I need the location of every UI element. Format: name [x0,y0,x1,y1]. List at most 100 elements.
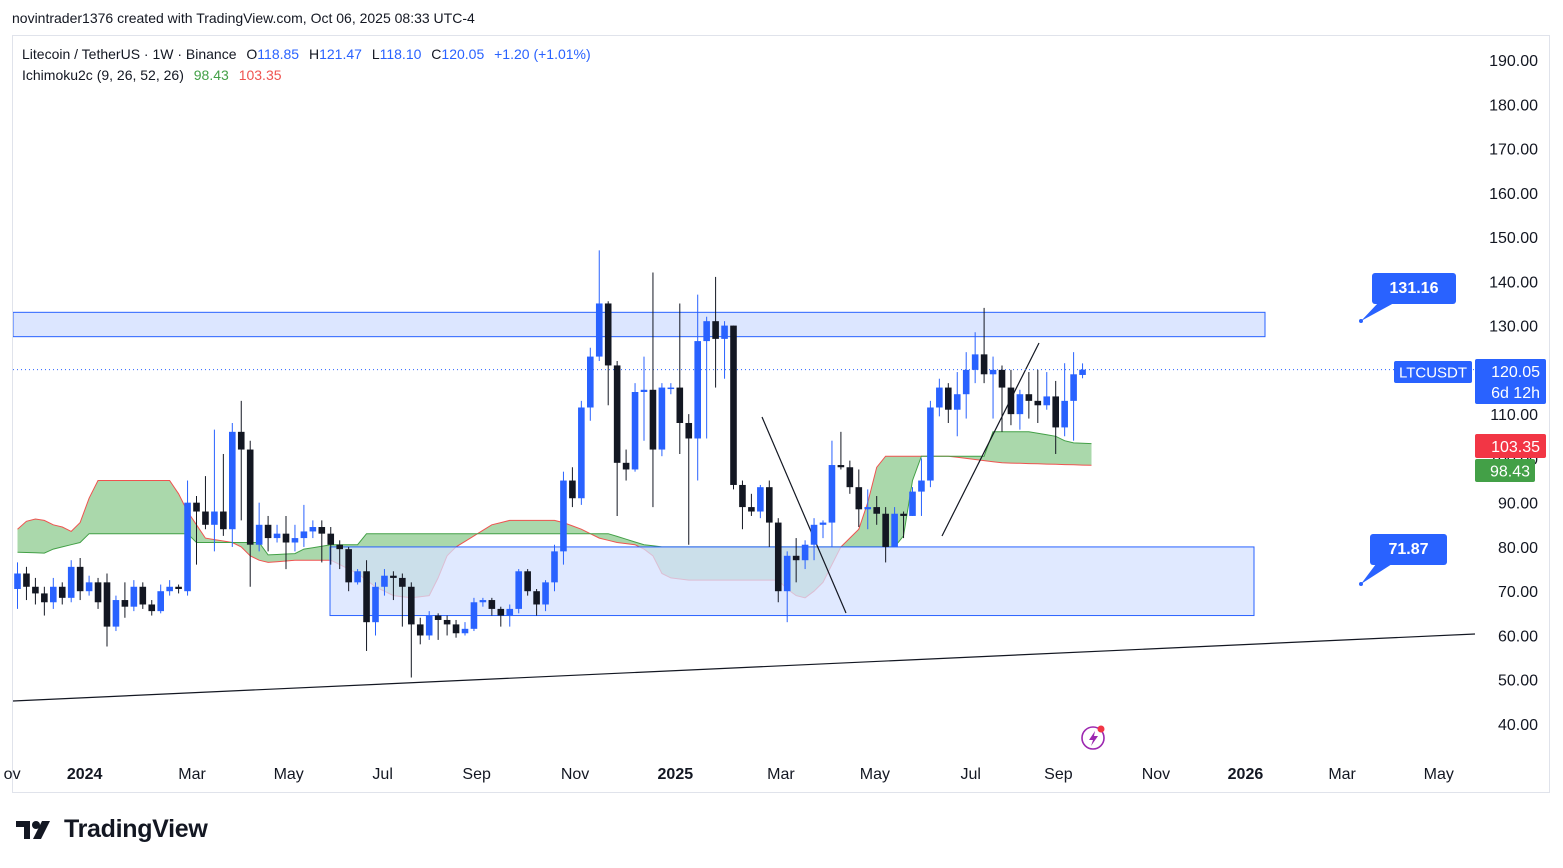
candle-body[interactable] [676,387,684,423]
candle-body[interactable] [909,491,916,516]
candle-body[interactable] [748,507,755,512]
candle-body[interactable] [783,555,791,592]
candle-body[interactable] [801,544,809,561]
candle-body[interactable] [810,524,818,545]
candle-body[interactable] [828,465,836,523]
candle-body[interactable] [345,549,352,583]
candle-body[interactable] [524,571,531,592]
candle-body[interactable] [604,303,612,366]
candle-body[interactable] [613,365,621,463]
indicator-legend[interactable]: Ichimoku2c (9, 26, 52, 26) 98.43 103.35 [22,67,282,83]
candle-body[interactable] [363,571,370,623]
candle-body[interactable] [1070,374,1077,401]
candle-body[interactable] [953,394,961,410]
candle-body[interactable] [148,604,156,612]
candle-body[interactable] [103,582,111,627]
candle-body[interactable] [685,422,693,439]
candle-body[interactable] [94,582,102,603]
candle-body[interactable] [1025,394,1033,401]
candle-body[interactable] [936,387,943,408]
candle-body[interactable] [560,480,567,552]
brand-footer[interactable]: TradingView [16,815,208,844]
candle-body[interactable] [309,527,317,532]
candle-body[interactable] [515,571,522,609]
candle-body[interactable] [67,566,75,598]
candle-body[interactable] [408,586,415,625]
candle-body[interactable] [774,522,782,592]
candle-body[interactable] [971,354,979,370]
candle-body[interactable] [327,533,335,545]
candle-body[interactable] [578,407,585,499]
candle-body[interactable] [1016,394,1024,415]
candle-body[interactable] [85,582,93,592]
candle-body[interactable] [443,619,451,625]
candle-body[interactable] [76,566,84,592]
candle-body[interactable] [1034,400,1042,406]
candle-body[interactable] [542,582,549,605]
candle-body[interactable] [255,524,263,545]
candle-body[interactable] [202,511,209,525]
candle-body[interactable] [667,387,675,390]
candle-body[interactable] [900,513,907,516]
candle-body[interactable] [381,575,388,587]
candle-body[interactable] [175,586,182,589]
candle-body[interactable] [640,389,648,392]
candle-body[interactable] [882,513,889,547]
candle-body[interactable] [157,591,164,612]
candle-body[interactable] [390,575,397,578]
candle-body[interactable] [220,511,227,530]
candle-body[interactable] [497,608,505,616]
candle-body[interactable] [300,531,308,539]
candle-body[interactable] [792,555,800,561]
candle-body[interactable] [837,465,845,468]
candle-body[interactable] [1007,387,1015,415]
candle-body[interactable] [372,586,379,623]
candle-body[interactable] [846,467,854,488]
candle-body[interactable] [434,615,442,620]
candle-body[interactable] [998,369,1006,388]
candle-body[interactable] [50,586,57,603]
candle-body[interactable] [891,513,898,547]
candle-body[interactable] [237,431,245,450]
down-trendline[interactable] [761,416,847,614]
candle-body[interactable] [1043,396,1051,406]
candle-body[interactable] [470,602,478,629]
price-callout-lower[interactable]: 71.87 [1359,534,1447,586]
price-callout-upper[interactable]: 131.16 [1359,273,1456,323]
candle-body[interactable] [488,600,496,609]
candle-body[interactable] [962,369,970,395]
up-trendline[interactable] [941,342,1040,537]
candle-body[interactable] [41,593,48,603]
candle-body[interactable] [318,527,326,534]
candle-body[interactable] [506,608,514,616]
candle-body[interactable] [211,511,218,525]
candle-body[interactable] [569,480,576,499]
candle-body[interactable] [354,571,361,583]
candle-body[interactable] [1052,396,1059,428]
candle-body[interactable] [399,577,406,587]
candle-body[interactable] [112,600,120,627]
candle-body[interactable] [452,624,460,634]
support-zone[interactable] [329,546,1255,617]
candle-body[interactable] [23,573,30,587]
candle-body[interactable] [130,586,138,607]
candle-body[interactable] [819,522,827,525]
candle-body[interactable] [595,303,603,357]
candle-body[interactable] [945,387,952,410]
candle-body[interactable] [479,600,487,603]
candle-body[interactable] [193,502,200,512]
candle-body[interactable] [1061,400,1068,428]
candle-body[interactable] [336,544,343,550]
candle-body[interactable] [694,341,701,439]
candle-body[interactable] [631,392,639,470]
candle-body[interactable] [533,591,540,605]
candle-body[interactable] [1079,369,1086,375]
candle-body[interactable] [766,487,773,523]
candle-body[interactable] [855,487,863,510]
candle-body[interactable] [184,502,191,592]
candle-body[interactable] [425,615,433,636]
candle-body[interactable] [873,507,880,514]
candle-body[interactable] [291,538,299,543]
candle-body[interactable] [121,600,129,607]
candle-body[interactable] [14,573,21,589]
